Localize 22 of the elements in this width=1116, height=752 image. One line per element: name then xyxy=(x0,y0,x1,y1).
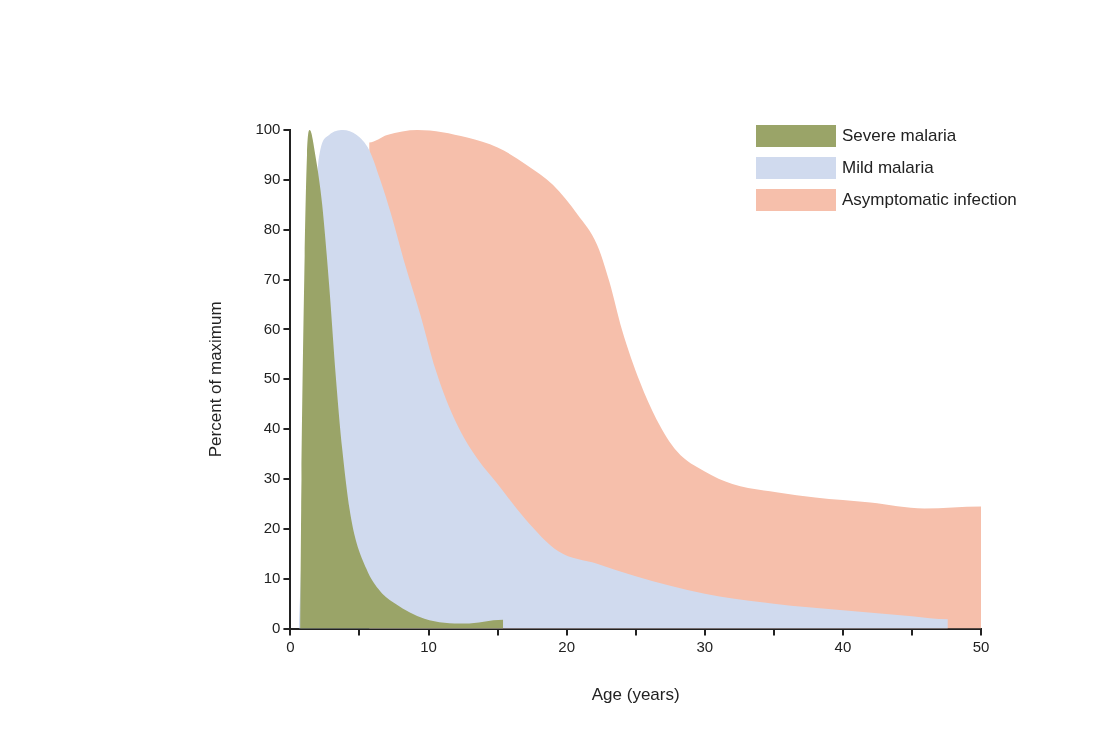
y-tick-label: 20 xyxy=(263,519,281,537)
x-tick-label: 30 xyxy=(696,637,714,655)
y-tick-label: 90 xyxy=(263,170,281,187)
legend-label: Severe malaria xyxy=(842,126,957,146)
y-tick-label: 70 xyxy=(263,269,281,287)
x-tick-label: 0 xyxy=(286,637,295,655)
y-axis-title: Percent of maximum xyxy=(205,301,225,458)
legend-label: Asymptomatic infection xyxy=(842,190,1017,210)
y-tick-label: 40 xyxy=(263,419,281,437)
y-tick-label: 30 xyxy=(263,469,281,487)
x-tick-label: 40 xyxy=(834,637,852,655)
x-axis-title: Age (years) xyxy=(591,685,680,705)
y-tick-label: 100 xyxy=(255,120,281,138)
y-tick-label: 80 xyxy=(263,219,281,237)
legend-label: Mild malaria xyxy=(842,158,934,178)
x-tick-label: 10 xyxy=(420,637,437,655)
x-tick-label: 20 xyxy=(558,637,575,655)
y-tick-label: 10 xyxy=(263,568,281,586)
y-tick-label: 0 xyxy=(272,618,281,636)
x-tick-label: 50 xyxy=(972,637,990,655)
y-tick-label: 50 xyxy=(263,369,281,387)
y-tick-label: 60 xyxy=(263,319,281,337)
